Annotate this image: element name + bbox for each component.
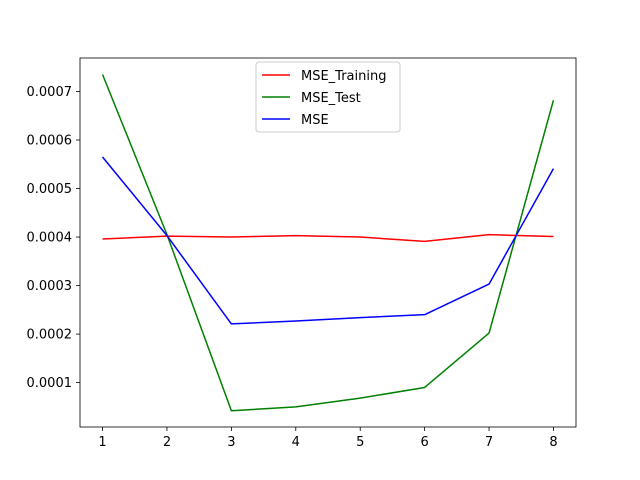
y-tick-label: 0.0005 xyxy=(27,182,73,197)
x-tick-label: 3 xyxy=(227,435,235,450)
x-tick-label: 6 xyxy=(420,435,428,450)
plot-frame xyxy=(79,57,577,428)
series-line-mse-test xyxy=(101,74,555,412)
y-tick-label: 0.0001 xyxy=(27,376,73,391)
series-layer xyxy=(101,74,555,412)
x-tick-label: 2 xyxy=(163,435,171,450)
y-tick-label: 0.0002 xyxy=(27,328,73,343)
series-line-mse xyxy=(101,156,555,325)
x-tick-label: 1 xyxy=(98,435,106,450)
legend-label-mse: MSE xyxy=(301,113,329,128)
legend-box xyxy=(255,61,401,133)
series-line-mse-training xyxy=(102,233,554,243)
x-tick-label: 8 xyxy=(549,435,557,450)
legend: MSE_Training MSE_Test MSE xyxy=(255,61,401,133)
x-tick-label: 4 xyxy=(292,435,300,450)
legend-label-mse-training: MSE_Training xyxy=(301,69,386,84)
x-tick-label: 7 xyxy=(485,435,493,450)
axes-layer: 1 2 3 4 5 6 7 8 0.0001 0.0002 0.0003 0.0004 0.0005 0.… xyxy=(27,57,577,450)
x-tick-label: 5 xyxy=(356,435,364,450)
y-tick-label: 0.0006 xyxy=(27,134,73,149)
y-tick-label: 0.0004 xyxy=(27,231,73,246)
legend-label-mse-test: MSE_Test xyxy=(301,91,361,106)
y-tick-label: 0.0007 xyxy=(27,85,73,100)
y-tick-label: 0.0003 xyxy=(27,279,73,294)
